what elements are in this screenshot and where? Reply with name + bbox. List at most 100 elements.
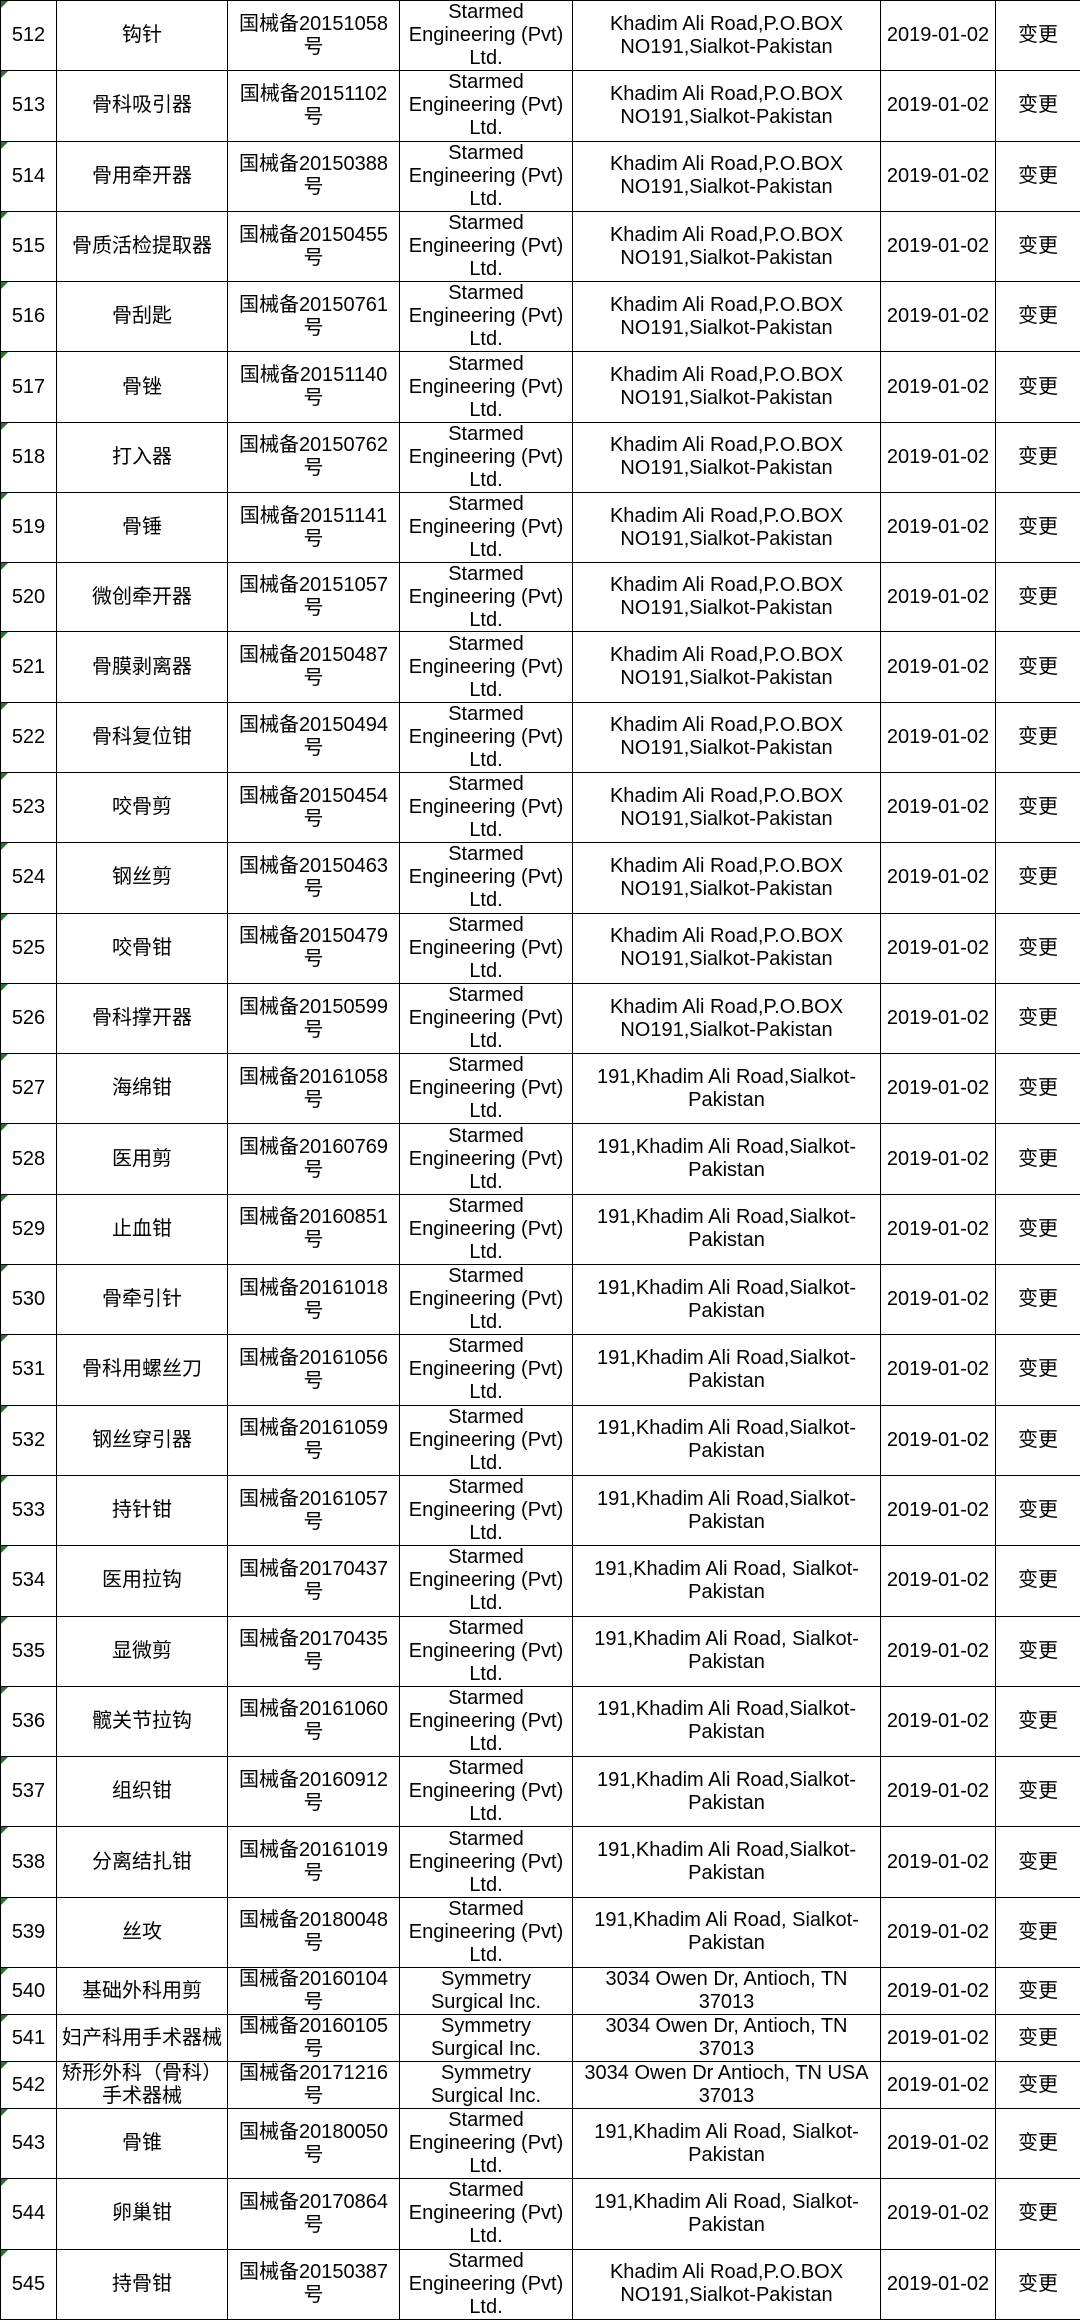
table-cell: Khadim Ali Road,P.O.BOX NO191,Sialkot-Pa…	[573, 493, 881, 563]
row-number: 512	[1, 24, 56, 47]
table-cell: 骨膜剥离器	[57, 632, 228, 702]
table-cell: 卵巢钳	[57, 2179, 228, 2249]
product-name: 丝攻	[57, 1921, 227, 1944]
date: 2019-01-02	[881, 1710, 995, 1733]
table-cell: 医用剪	[57, 1124, 228, 1194]
table-cell: 2019-01-02	[881, 1265, 996, 1335]
change-type: 变更	[996, 1288, 1080, 1311]
table-cell: 国械备20161018号	[228, 1265, 400, 1335]
company: Starmed Engineering (Pvt) Ltd.	[400, 563, 572, 631]
table-cell: Starmed Engineering (Pvt) Ltd.	[400, 422, 573, 492]
address: 191,Khadim Ali Road, Sialkot-Pakistan	[573, 1909, 880, 1955]
table-cell: 微创牵开器	[57, 563, 228, 632]
address: Khadim Ali Road,P.O.BOX NO191,Sialkot-Pa…	[573, 644, 880, 690]
product-name: 骨科吸引器	[57, 94, 227, 117]
table-cell: Starmed Engineering (Pvt) Ltd.	[400, 1686, 573, 1756]
company: Starmed Engineering (Pvt) Ltd.	[400, 914, 572, 982]
table-cell: 变更	[996, 282, 1080, 352]
table-cell: 变更	[996, 632, 1080, 702]
table-cell: 525	[1, 913, 57, 983]
company: Starmed Engineering (Pvt) Ltd.	[400, 1687, 572, 1755]
table-cell: 变更	[996, 2179, 1080, 2249]
table-cell: 2019-01-02	[881, 983, 996, 1053]
date: 2019-01-02	[881, 2202, 995, 2225]
row-number: 514	[1, 165, 56, 188]
registration-number: 国械备20161019号	[228, 1839, 399, 1885]
address: 191,Khadim Ali Road,Sialkot-Pakistan	[573, 1769, 880, 1815]
change-type: 变更	[996, 1710, 1080, 1733]
table-cell: Khadim Ali Road,P.O.BOX NO191,Sialkot-Pa…	[573, 2249, 881, 2319]
table-cell: Starmed Engineering (Pvt) Ltd.	[400, 772, 573, 842]
table-cell: Khadim Ali Road,P.O.BOX NO191,Sialkot-Pa…	[573, 843, 881, 913]
table-cell: 变更	[996, 1124, 1080, 1194]
product-name: 骨锉	[57, 376, 227, 399]
table-cell: Starmed Engineering (Pvt) Ltd.	[400, 1475, 573, 1545]
change-type: 变更	[996, 94, 1080, 117]
address: 191,Khadim Ali Road,Sialkot-Pakistan	[573, 1839, 880, 1885]
company: Starmed Engineering (Pvt) Ltd.	[400, 1477, 572, 1545]
date: 2019-01-02	[881, 937, 995, 960]
registration-number: 国械备20151141号	[228, 505, 399, 551]
table-cell: Starmed Engineering (Pvt) Ltd.	[400, 702, 573, 772]
change-type: 变更	[996, 1007, 1080, 1030]
row-number: 539	[1, 1921, 56, 1944]
table-cell: 国械备20161019号	[228, 1827, 400, 1897]
table-cell: 2019-01-02	[881, 1054, 996, 1124]
change-type: 变更	[996, 446, 1080, 469]
product-name: 打入器	[57, 446, 227, 469]
table-cell: 组织钳	[57, 1757, 228, 1827]
date: 2019-01-02	[881, 1640, 995, 1663]
table-cell: 191,Khadim Ali Road, Sialkot-Pakistan	[573, 1546, 881, 1616]
table-cell: 骨科撑开器	[57, 983, 228, 1053]
table-cell: 国械备20151141号	[228, 493, 400, 563]
registration-number: 国械备20180048号	[228, 1909, 399, 1955]
product-name: 医用拉钩	[57, 1569, 227, 1592]
company: Symmetry Surgical Inc.	[400, 1969, 572, 2014]
date: 2019-01-02	[881, 235, 995, 258]
table-cell: Starmed Engineering (Pvt) Ltd.	[400, 1897, 573, 1967]
table-cell: 国械备20150455号	[228, 211, 400, 281]
table-cell: 2019-01-02	[881, 2062, 996, 2109]
table-cell: 530	[1, 1265, 57, 1335]
table-cell: 骨锤	[57, 493, 228, 563]
change-type: 变更	[996, 2202, 1080, 2225]
company: Starmed Engineering (Pvt) Ltd.	[400, 2250, 572, 2318]
table-cell: 2019-01-02	[881, 563, 996, 632]
table-cell: 191,Khadim Ali Road,Sialkot-Pakistan	[573, 1194, 881, 1264]
table-cell: 2019-01-02	[881, 632, 996, 702]
registration-number: 国械备20150487号	[228, 644, 399, 690]
table-cell: 海绵钳	[57, 1054, 228, 1124]
table-cell: 国械备20161057号	[228, 1475, 400, 1545]
registration-number: 国械备20150454号	[228, 785, 399, 831]
company: Symmetry Surgical Inc.	[400, 2063, 572, 2108]
table-cell: 髋关节拉钩	[57, 1686, 228, 1756]
registration-number: 国械备20160769号	[228, 1136, 399, 1182]
table-cell: 3034 Owen Dr Antioch, TN USA 37013	[573, 2062, 881, 2109]
product-name: 微创牵开器	[57, 586, 227, 609]
product-name: 组织钳	[57, 1780, 227, 1803]
table-cell: Symmetry Surgical Inc.	[400, 1968, 573, 2015]
company: Starmed Engineering (Pvt) Ltd.	[400, 1195, 572, 1263]
change-type: 变更	[996, 1429, 1080, 1452]
table-cell: 国械备20160105号	[228, 2015, 400, 2062]
table-cell: 2019-01-02	[881, 1686, 996, 1756]
table-cell: 变更	[996, 1616, 1080, 1686]
table-cell: 国械备20170437号	[228, 1546, 400, 1616]
table-cell: Starmed Engineering (Pvt) Ltd.	[400, 71, 573, 141]
table-cell: 2019-01-02	[881, 1405, 996, 1475]
company: Starmed Engineering (Pvt) Ltd.	[400, 353, 572, 421]
table-cell: 537	[1, 1757, 57, 1827]
table-cell: 2019-01-02	[881, 1827, 996, 1897]
date: 2019-01-02	[881, 2132, 995, 2155]
table-cell: 变更	[996, 2062, 1080, 2109]
table-cell: 钩针	[57, 1, 228, 71]
date: 2019-01-02	[881, 1429, 995, 1452]
table-cell: Khadim Ali Road,P.O.BOX NO191,Sialkot-Pa…	[573, 1, 881, 71]
